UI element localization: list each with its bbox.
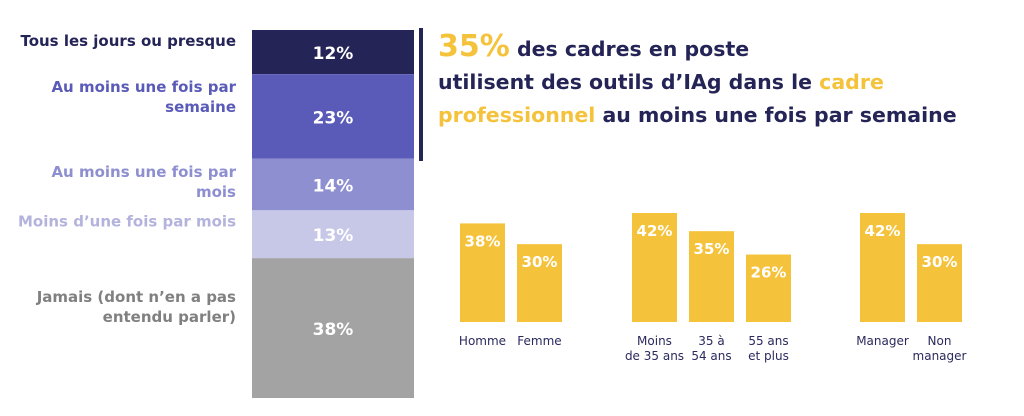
bar-category-1-1-0: 35 à <box>698 334 724 348</box>
bar-category-0-1-0: Femme <box>517 334 561 348</box>
bar-category-2-0-0: Manager <box>856 334 909 348</box>
stack-label-2-0: Au moins une fois par <box>51 163 236 181</box>
bar-category-1-2-1: et plus <box>748 349 789 363</box>
stack-segment-value-0: 12% <box>313 44 354 64</box>
headline-divider <box>419 28 423 161</box>
headline-part3: au moins une fois par semaine <box>595 103 957 127</box>
bar-value-1-0: 42% <box>637 222 673 240</box>
headline-highlight1: cadre <box>819 70 884 94</box>
bar-0-0 <box>460 223 505 322</box>
headline-highlight2: professionnel <box>438 103 596 127</box>
stack-segment-1 <box>252 74 414 159</box>
bar-1-2 <box>746 254 791 322</box>
stack-label-4-1: entendu parler) <box>103 308 236 326</box>
bar-category-2-1-1: manager <box>913 349 967 363</box>
headline-pct: 35% <box>438 29 510 64</box>
bar-1-0 <box>632 213 677 322</box>
stack-label-1-0: Au moins une fois par <box>51 78 236 96</box>
bar-value-2-0: 42% <box>865 222 901 240</box>
bar-2-0 <box>860 213 905 322</box>
headline-part2: utilisent des outils d’IAg dans le <box>438 70 820 94</box>
bar-value-2-1: 30% <box>922 253 958 271</box>
stack-segment-0 <box>252 30 414 75</box>
bar-value-0-0: 38% <box>465 232 501 250</box>
stack-segment-value-2: 14% <box>313 177 354 197</box>
stack-label-3-0: Moins d’une fois par mois <box>18 212 236 230</box>
bar-0-1 <box>517 244 562 322</box>
stack-segment-value-3: 13% <box>313 226 354 246</box>
stack-label-1-1: semaine <box>165 98 236 116</box>
headline: 35% des cadres en poste utilisent des ou… <box>438 30 998 132</box>
stack-segment-value-4: 38% <box>313 320 354 340</box>
bar-2-1 <box>917 244 962 322</box>
stack-label-4-0: Jamais (dont n’en a pas <box>36 288 236 306</box>
bar-value-1-2: 26% <box>751 264 787 282</box>
bar-category-1-0-1: de 35 ans <box>625 349 684 363</box>
stack-label-0-0: Tous les jours ou presque <box>20 32 236 50</box>
stack-label-2-1: mois <box>196 183 236 201</box>
bar-value-0-1: 30% <box>522 253 558 271</box>
bar-category-1-1-1: 54 ans <box>691 349 731 363</box>
bar-category-1-2-0: 55 ans <box>748 334 788 348</box>
bar-value-1-1: 35% <box>694 240 730 258</box>
bar-category-0-0-0: Homme <box>459 334 506 348</box>
stack-segment-2 <box>252 158 414 211</box>
stack-segment-value-1: 23% <box>313 108 354 128</box>
bar-1-1 <box>689 231 734 322</box>
stack-segment-3 <box>252 210 414 259</box>
stack-segment-4 <box>252 258 414 398</box>
headline-part1: des cadres en poste <box>509 37 750 61</box>
bar-category-1-0-0: Moins <box>637 334 672 348</box>
bar-category-2-1-0: Non <box>928 334 952 348</box>
